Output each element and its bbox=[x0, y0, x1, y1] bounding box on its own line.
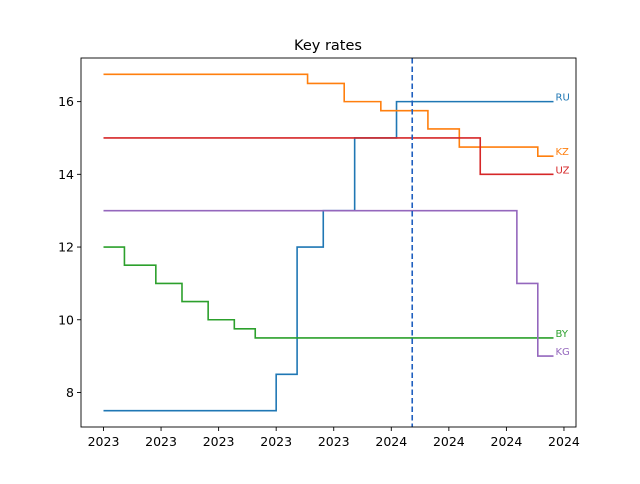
series-line-by bbox=[103, 246, 554, 339]
series-label-ru: RU bbox=[556, 93, 570, 104]
x-tick-label: 2023 bbox=[318, 434, 350, 449]
x-tick-label: 2023 bbox=[260, 434, 292, 449]
series-line-kg bbox=[103, 209, 554, 357]
x-tick-label: 2023 bbox=[145, 434, 177, 449]
x-tick-label: 2024 bbox=[375, 434, 407, 449]
series-label-kz: KZ bbox=[556, 147, 570, 158]
y-tick-label: 16 bbox=[58, 94, 74, 109]
y-tick-label: 14 bbox=[58, 167, 74, 182]
y-tick-label: 8 bbox=[66, 385, 74, 400]
series-line-kz bbox=[103, 73, 554, 157]
series-label-uz: UZ bbox=[556, 165, 570, 176]
series-line-uz bbox=[103, 137, 554, 176]
x-tick-label: 2023 bbox=[203, 434, 235, 449]
x-tick-label: 2024 bbox=[433, 434, 465, 449]
series-label-by: BY bbox=[556, 329, 569, 340]
axes-frame bbox=[80, 57, 577, 428]
x-tick-label: 2024 bbox=[491, 434, 523, 449]
x-tick-label: 2024 bbox=[548, 434, 580, 449]
y-tick-label: 10 bbox=[58, 312, 74, 327]
series-line-ru bbox=[103, 100, 554, 412]
y-tick-label: 12 bbox=[58, 240, 74, 255]
chart-title: Key rates bbox=[294, 38, 362, 54]
plot-area: RU KZ UZ BY KG 8 10 12 14 16 2023 2023 2023 2023 2023 2… bbox=[58, 57, 580, 449]
series-label-kg: KG bbox=[556, 347, 570, 358]
x-tick-label: 2023 bbox=[88, 434, 120, 449]
